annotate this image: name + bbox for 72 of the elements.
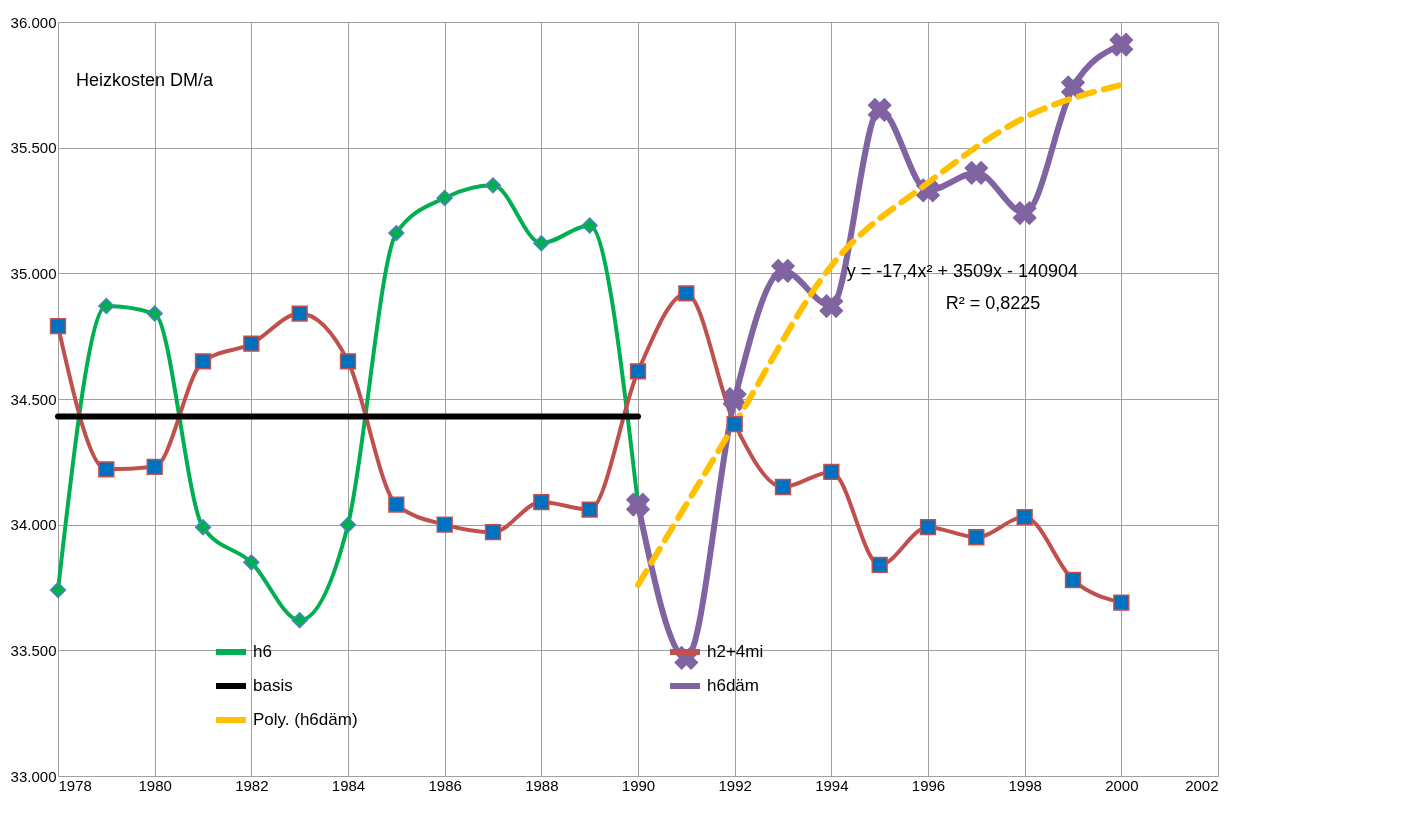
point	[291, 612, 308, 629]
point	[626, 492, 650, 517]
point	[1109, 32, 1134, 57]
legend-label: basis	[253, 676, 293, 695]
x-tick-label: 1992	[718, 776, 752, 794]
point	[533, 493, 550, 511]
point	[388, 224, 405, 242]
point	[726, 415, 743, 433]
point	[243, 554, 260, 571]
point	[919, 519, 937, 536]
point	[1012, 201, 1037, 225]
x-tick-label: 1988	[525, 776, 559, 794]
point	[49, 317, 67, 335]
point	[968, 529, 985, 546]
point	[867, 98, 892, 122]
point	[722, 387, 747, 411]
y-tick-label: 35.000	[10, 264, 57, 282]
point	[98, 297, 115, 315]
point	[678, 285, 695, 302]
point	[98, 461, 115, 478]
x-tick-label: 2000	[1105, 776, 1139, 794]
x-tick-label: 1996	[911, 776, 946, 794]
x-tick-label: 1986	[428, 776, 462, 794]
point	[49, 581, 67, 599]
point	[146, 458, 163, 476]
point	[339, 516, 357, 533]
x-tick-label: 1990	[621, 776, 656, 794]
legend-label: h2+4mi	[707, 642, 764, 661]
point	[819, 294, 844, 318]
point	[484, 524, 502, 541]
point	[339, 353, 357, 370]
y-tick-label: 35.500	[10, 139, 57, 157]
annotation: R² = 0,8225	[945, 293, 1041, 313]
y-tick-label: 34.500	[10, 390, 57, 408]
point	[1061, 75, 1085, 100]
point	[771, 259, 795, 283]
point	[581, 501, 598, 518]
y-tick-label: 33.500	[10, 641, 57, 659]
y-tick-label: 33.000	[10, 767, 57, 785]
point	[243, 335, 260, 352]
point	[964, 160, 989, 185]
x-tick-label: 1982	[235, 776, 269, 794]
point	[1016, 508, 1033, 526]
x-tick-label: 1994	[815, 776, 849, 794]
point	[533, 235, 550, 252]
point	[629, 363, 647, 380]
x-tick-label: 1998	[1008, 776, 1042, 794]
point	[436, 516, 453, 533]
y-tick-label: 36.000	[10, 13, 57, 31]
point	[436, 189, 453, 207]
legend-label: Poly. (h6däm)	[253, 710, 358, 729]
point	[388, 496, 405, 513]
point	[146, 305, 163, 322]
x-tick-label: 1978	[58, 776, 92, 794]
point	[774, 478, 792, 496]
point	[194, 353, 212, 370]
point	[194, 519, 212, 536]
x-tick-label: 1984	[331, 776, 366, 794]
x-tick-label: 2002	[1185, 776, 1219, 794]
point	[823, 463, 840, 481]
text: Heizkosten DM/a	[76, 70, 215, 90]
point	[291, 305, 308, 322]
point	[484, 177, 502, 194]
legend-label: h6däm	[707, 676, 759, 695]
y-tick-label: 34.000	[10, 516, 57, 534]
annotation: y = -17,4x² + 3509x - 140904	[846, 261, 1078, 281]
point	[1113, 594, 1130, 611]
legend-label: h6	[253, 642, 272, 661]
point	[1064, 571, 1082, 589]
point	[581, 217, 598, 234]
point	[871, 556, 888, 574]
x-tick-label: 1980	[138, 776, 172, 794]
